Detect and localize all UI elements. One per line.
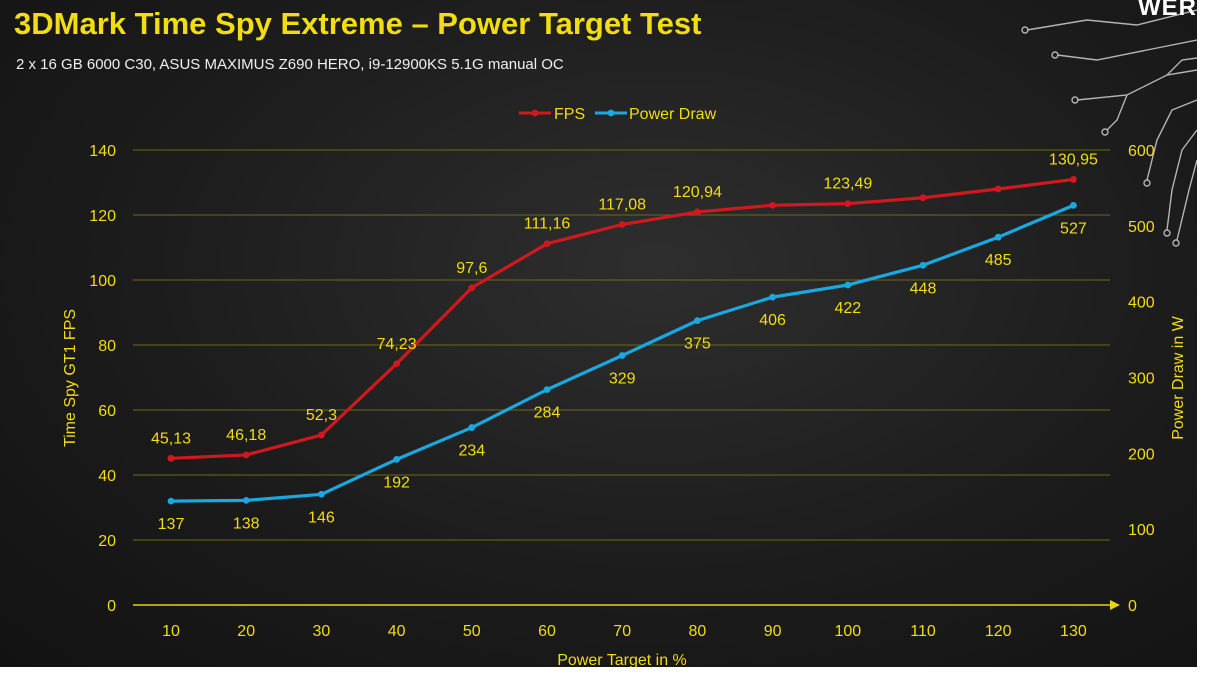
fps-data-label: 52,3	[306, 407, 337, 424]
x-tick-label: 100	[834, 623, 861, 640]
fps-data-label: 97,6	[456, 260, 487, 277]
y2-tick-label: 400	[1128, 295, 1155, 312]
power-draw-data-point	[318, 490, 325, 498]
power-draw-data-point	[919, 261, 927, 269]
brand-logo: WER	[1138, 0, 1197, 21]
y-axis-title: Time Spy GT1 FPS	[62, 309, 79, 447]
power-draw-data-label: 234	[458, 443, 485, 460]
fps-data-point	[167, 454, 175, 462]
legend-power-draw-marker	[607, 109, 615, 117]
legend-fps-marker	[531, 109, 539, 117]
power-draw-data-label: 192	[383, 474, 410, 491]
x-tick-label: 70	[613, 623, 631, 640]
power-draw-data-label: 422	[834, 300, 861, 317]
x-tick-label: 10	[162, 623, 180, 640]
power-draw-data-point	[468, 424, 476, 431]
y-tick-label: 60	[98, 403, 116, 420]
power-draw-data-label: 284	[534, 405, 561, 422]
fps-data-point	[242, 451, 250, 459]
power-draw-data-point	[393, 456, 400, 463]
power-draw-data-label: 146	[308, 509, 335, 526]
y2-tick-label: 600	[1128, 143, 1155, 160]
fps-data-point	[543, 240, 551, 248]
fps-data-point	[769, 201, 776, 209]
power-draw-data-point	[994, 233, 1002, 241]
y-tick-label: 140	[89, 143, 116, 160]
power-draw-data-label: 138	[233, 515, 260, 532]
y2-tick-label: 300	[1128, 371, 1155, 388]
power-draw-data-label: 485	[985, 252, 1012, 269]
y-tick-label: 80	[98, 338, 116, 355]
fps-data-point	[468, 284, 476, 292]
y2-tick-label: 0	[1128, 598, 1137, 615]
power-draw-data-point	[844, 281, 852, 289]
fps-data-label: 46,18	[226, 427, 266, 444]
fps-data-label: 45,13	[151, 430, 191, 447]
legend-fps-label: FPS	[554, 106, 585, 123]
fps-data-label: 111,16	[524, 216, 571, 233]
legend-power-draw-label: Power Draw	[629, 106, 717, 123]
y-tick-label: 0	[107, 598, 116, 615]
y2-axis-title: Power Draw in W	[1170, 315, 1187, 439]
power-draw-data-label: 406	[759, 312, 786, 329]
x-tick-label: 120	[985, 623, 1012, 640]
x-tick-label: 110	[910, 623, 936, 640]
power-draw-data-point	[769, 293, 776, 301]
power-draw-data-label: 527	[1060, 220, 1087, 237]
fps-data-label: 74,23	[377, 336, 417, 353]
power-draw-data-point	[618, 352, 626, 359]
x-tick-label: 40	[388, 623, 406, 640]
chart-frame: WER 3DMark Time Spy Extreme – Power Targ…	[0, 0, 1197, 667]
x-tick-label: 90	[764, 623, 782, 640]
circuit-decoration	[1021, 9, 1197, 247]
power-draw-data-point	[694, 317, 701, 325]
fps-data-label: 117,08	[598, 196, 646, 213]
y2-tick-label: 100	[1128, 522, 1155, 539]
power-draw-data-point	[167, 497, 175, 505]
power-draw-data-point	[1070, 201, 1077, 209]
x-tick-label: 30	[313, 623, 331, 640]
fps-data-point	[694, 208, 701, 216]
chart-subtitle: 2 x 16 GB 6000 C30, ASUS MAXIMUS Z690 HE…	[16, 56, 564, 73]
fps-data-point	[994, 185, 1002, 193]
fps-data-label: 130,95	[1049, 151, 1098, 168]
y2-tick-label: 500	[1128, 219, 1155, 236]
x-axis-title: Power Target in %	[557, 652, 687, 667]
power-draw-data-point	[242, 496, 250, 504]
x-axis-arrow	[1110, 600, 1120, 610]
y-tick-label: 100	[89, 273, 116, 290]
fps-data-label: 123,49	[823, 176, 872, 193]
fps-data-point	[618, 221, 626, 228]
fps-data-label: 120,94	[673, 184, 722, 201]
power-draw-data-label: 375	[684, 336, 711, 353]
y-tick-label: 20	[98, 533, 116, 550]
x-tick-label: 20	[237, 623, 255, 640]
chart-title: 3DMark Time Spy Extreme – Power Target T…	[14, 6, 702, 41]
fps-data-point	[919, 194, 927, 202]
y2-tick-label: 200	[1128, 446, 1155, 463]
x-tick-label: 50	[463, 623, 481, 640]
power-draw-data-label: 448	[910, 280, 937, 297]
y-tick-label: 120	[89, 208, 116, 225]
fps-data-point	[318, 431, 325, 439]
y-tick-label: 40	[98, 468, 116, 485]
power-draw-data-label: 137	[158, 516, 185, 533]
x-tick-label: 130	[1060, 623, 1087, 640]
x-tick-label: 60	[538, 623, 556, 640]
fps-data-point	[1070, 176, 1077, 183]
fps-data-point	[844, 200, 852, 208]
power-draw-data-label: 329	[609, 371, 636, 388]
line-chart: 0 20 40 60 80 100 120 140 0 100 200 300 400 500 600 10 2…	[62, 106, 1187, 667]
power-draw-data-point	[543, 386, 551, 394]
fps-data-point	[393, 360, 400, 368]
x-tick-label: 80	[689, 623, 707, 640]
